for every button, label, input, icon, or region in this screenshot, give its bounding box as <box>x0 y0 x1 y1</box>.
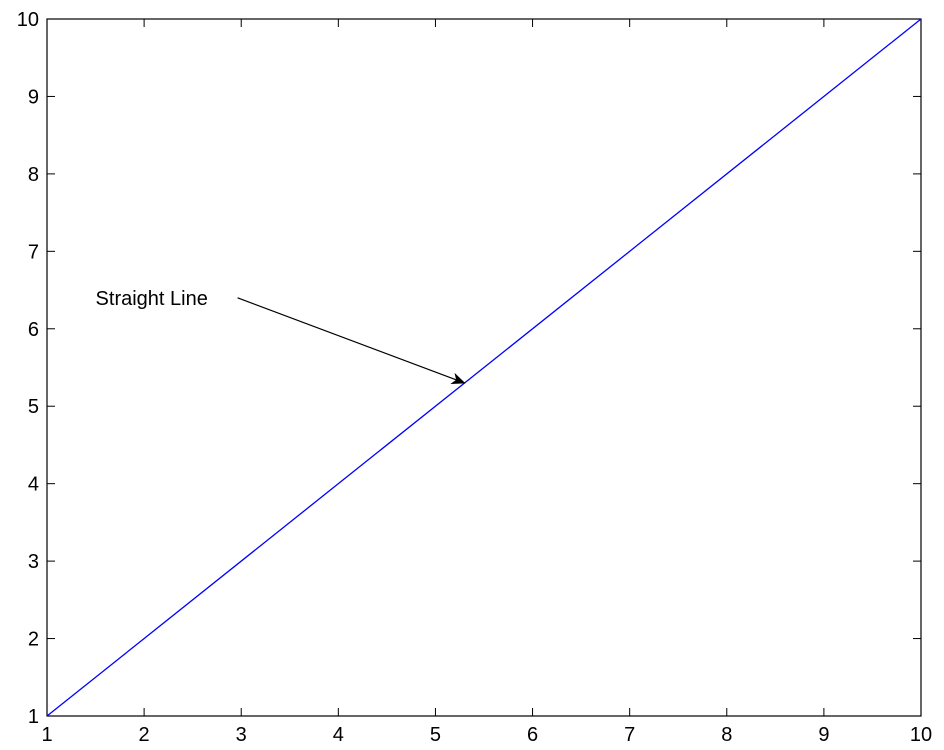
y-tick-label: 2 <box>28 629 39 651</box>
annotation-arrow <box>237 297 466 385</box>
y-tick-label: 1 <box>28 706 39 728</box>
y-tick-label: 10 <box>17 9 39 31</box>
x-tick-label: 3 <box>236 724 247 746</box>
x-tick-label: 9 <box>818 724 829 746</box>
x-tick-label: 4 <box>333 724 344 746</box>
y-tick-label: 9 <box>28 86 39 108</box>
annotation-label: Straight Line <box>96 288 208 310</box>
x-tick-label: 2 <box>139 724 150 746</box>
x-tick-label: 1 <box>41 724 52 746</box>
y-axis-ticks: 1 2 3 4 5 6 7 8 9 10 <box>17 9 921 728</box>
x-tick-label: 5 <box>430 724 441 746</box>
annotation-layer: Straight Line <box>96 288 466 385</box>
x-tick-label: 7 <box>624 724 635 746</box>
y-tick-label: 6 <box>28 319 39 341</box>
x-tick-label: 10 <box>910 724 932 746</box>
x-tick-label: 8 <box>721 724 732 746</box>
series-line <box>46 18 922 717</box>
y-tick-label: 7 <box>28 241 39 263</box>
y-tick-label: 5 <box>28 396 39 418</box>
series-layer <box>46 18 922 717</box>
y-tick-label: 3 <box>28 551 39 573</box>
y-tick-label: 4 <box>28 474 39 496</box>
x-tick-label: 6 <box>527 724 538 746</box>
y-tick-label: 8 <box>28 164 39 186</box>
x-axis-ticks: 1 2 3 4 5 6 7 8 9 10 <box>41 19 932 746</box>
